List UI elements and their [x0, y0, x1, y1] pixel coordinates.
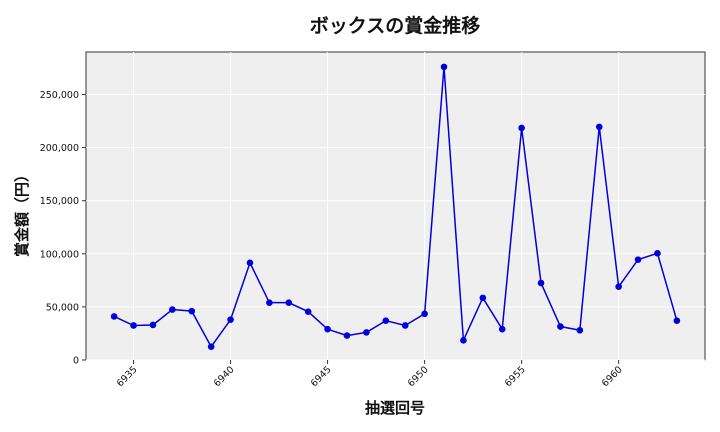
- data-point: [518, 124, 525, 132]
- data-point: [615, 283, 622, 291]
- y-tick-label: 100,000: [40, 249, 79, 260]
- x-tick-label: 6940: [212, 364, 237, 389]
- x-axis-label: 抽選回号: [365, 399, 425, 417]
- data-point: [557, 323, 564, 330]
- y-tick-label: 150,000: [40, 196, 79, 207]
- data-point: [266, 299, 273, 306]
- data-point: [285, 299, 293, 306]
- grid: [86, 52, 705, 361]
- data-point: [382, 317, 390, 325]
- data-point: [673, 317, 681, 325]
- data-point: [149, 321, 157, 329]
- y-axis: 0 50,000 100,000 150,000 200,000 250,000: [40, 90, 86, 367]
- data-point: [634, 256, 642, 263]
- data-point: [246, 259, 254, 267]
- data-point: [324, 325, 331, 333]
- data-point: [576, 326, 584, 334]
- series-line-group: [110, 63, 681, 351]
- data-point: [537, 279, 545, 287]
- x-axis: 6935 6940 6945 6950 6955 6960: [115, 360, 625, 389]
- data-point: [498, 325, 506, 333]
- x-tick-label: 6955: [503, 364, 528, 389]
- y-axis-label: 賞金額（円）: [13, 167, 31, 257]
- y-tick-label: 200,000: [40, 143, 79, 154]
- data-point: [130, 322, 137, 329]
- data-point: [363, 329, 370, 336]
- x-tick-label: 6950: [406, 364, 431, 389]
- x-tick-label: 6945: [309, 364, 334, 389]
- data-point: [460, 337, 467, 344]
- series-line: [113, 66, 678, 349]
- x-tick-label: 6960: [600, 364, 625, 389]
- y-tick-label: 50,000: [46, 302, 79, 313]
- data-point: [188, 307, 196, 315]
- data-point: [595, 123, 603, 131]
- y-tick-label: 0: [73, 356, 79, 367]
- data-point: [401, 322, 409, 329]
- data-point: [304, 308, 312, 315]
- data-point: [421, 310, 428, 318]
- data-point: [227, 316, 234, 323]
- chart-title: ボックスの賞金推移: [310, 14, 480, 37]
- data-point: [343, 332, 351, 339]
- data-point: [110, 313, 118, 320]
- data-point: [654, 249, 661, 257]
- y-tick-label: 250,000: [40, 90, 79, 101]
- data-point: [207, 343, 215, 351]
- data-point: [479, 294, 487, 302]
- plot-area: [85, 51, 706, 361]
- x-tick-label: 6935: [115, 364, 140, 389]
- data-point: [440, 63, 448, 71]
- data-point: [169, 306, 176, 313]
